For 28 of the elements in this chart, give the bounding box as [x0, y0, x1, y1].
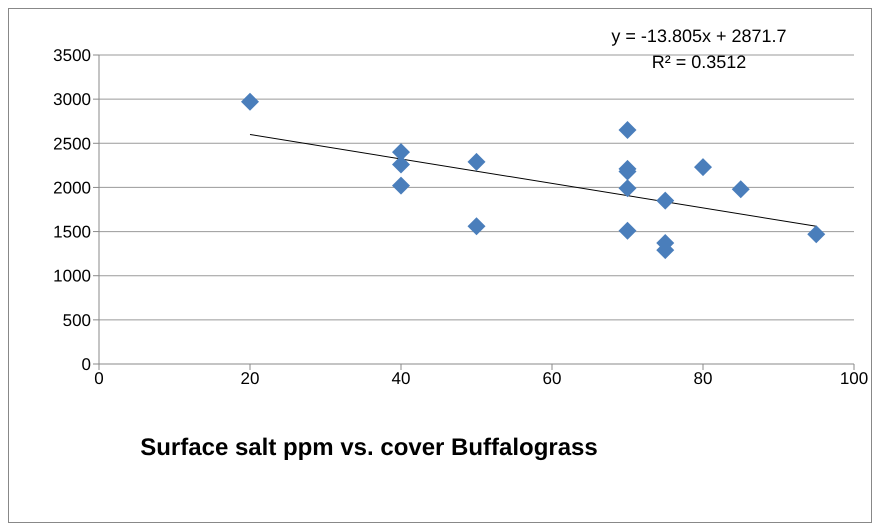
- x-tick-label: 100: [840, 369, 868, 388]
- x-tick-label: 60: [542, 369, 562, 388]
- x-tick-label: 80: [694, 369, 712, 388]
- text: Surface salt ppm vs. cover Buffalograss: [139, 433, 599, 463]
- point: [468, 152, 486, 171]
- y-tick-label: 500: [62, 310, 91, 330]
- x-tick-label: 40: [392, 369, 410, 388]
- y-tick-label: 3500: [53, 46, 91, 66]
- y-tick-label: 1000: [53, 266, 91, 286]
- y-tick-label: 0: [82, 355, 91, 374]
- point: [732, 180, 750, 198]
- y-tick-label: 1500: [53, 222, 91, 242]
- point: [807, 225, 826, 244]
- point: [618, 179, 636, 198]
- x-tick-label: 20: [240, 369, 260, 388]
- point: [392, 176, 410, 195]
- point: [241, 92, 259, 111]
- y-tick-label: 2000: [53, 178, 91, 198]
- point: [618, 121, 636, 140]
- point: [694, 158, 712, 176]
- point: [618, 222, 636, 240]
- point: [656, 192, 674, 210]
- x-tick-label: 0: [94, 369, 104, 388]
- y-tick-label: 3000: [53, 90, 91, 110]
- annotation: R² = 0.3512: [650, 51, 748, 74]
- text: y = -13.805x + 2871.7: [610, 25, 788, 48]
- point: [468, 217, 486, 236]
- y-tick-label: 2500: [53, 134, 91, 154]
